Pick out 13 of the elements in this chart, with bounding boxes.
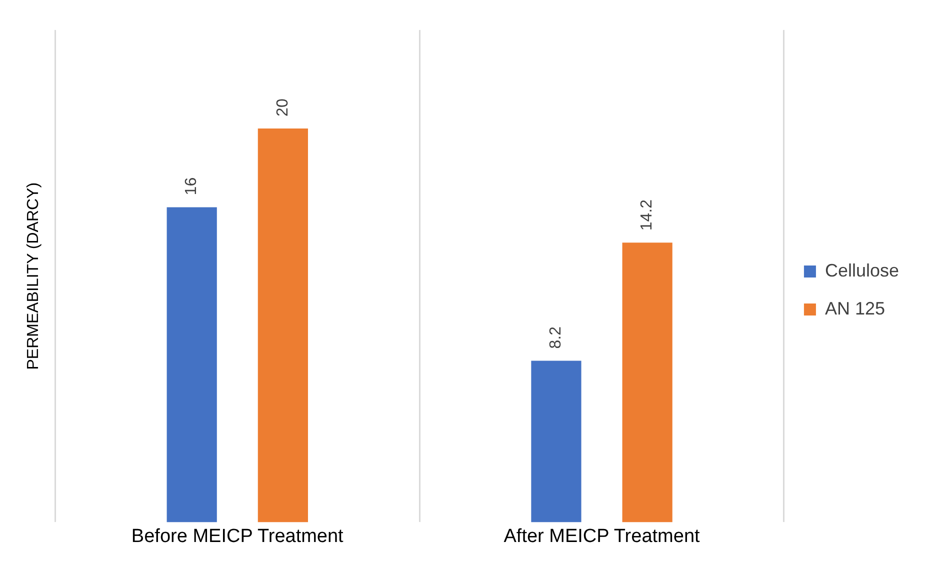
data-label: 14.2 (638, 199, 656, 231)
x-tick-label: After MEICP Treatment (504, 526, 701, 547)
data-label: 16 (183, 177, 200, 196)
legend-label: Cellulose (824, 260, 900, 280)
data-label: 8.2 (548, 326, 565, 349)
bar (531, 360, 582, 522)
y-axis-title: PERMEABILITY (DARCY) (25, 182, 42, 370)
bar (258, 128, 308, 522)
bar (622, 242, 672, 522)
bar (166, 207, 217, 522)
data-label: 20 (274, 98, 292, 116)
legend-label: AN 125 (824, 298, 886, 318)
x-tick-label: Before MEICP Treatment (131, 526, 344, 547)
